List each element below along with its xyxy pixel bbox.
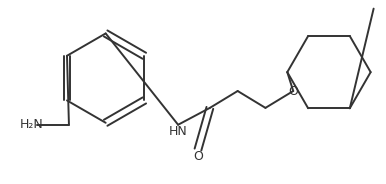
Text: O: O	[288, 84, 298, 98]
Text: HN: HN	[169, 125, 188, 138]
Text: O: O	[193, 150, 203, 162]
Text: H₂N: H₂N	[19, 118, 43, 131]
